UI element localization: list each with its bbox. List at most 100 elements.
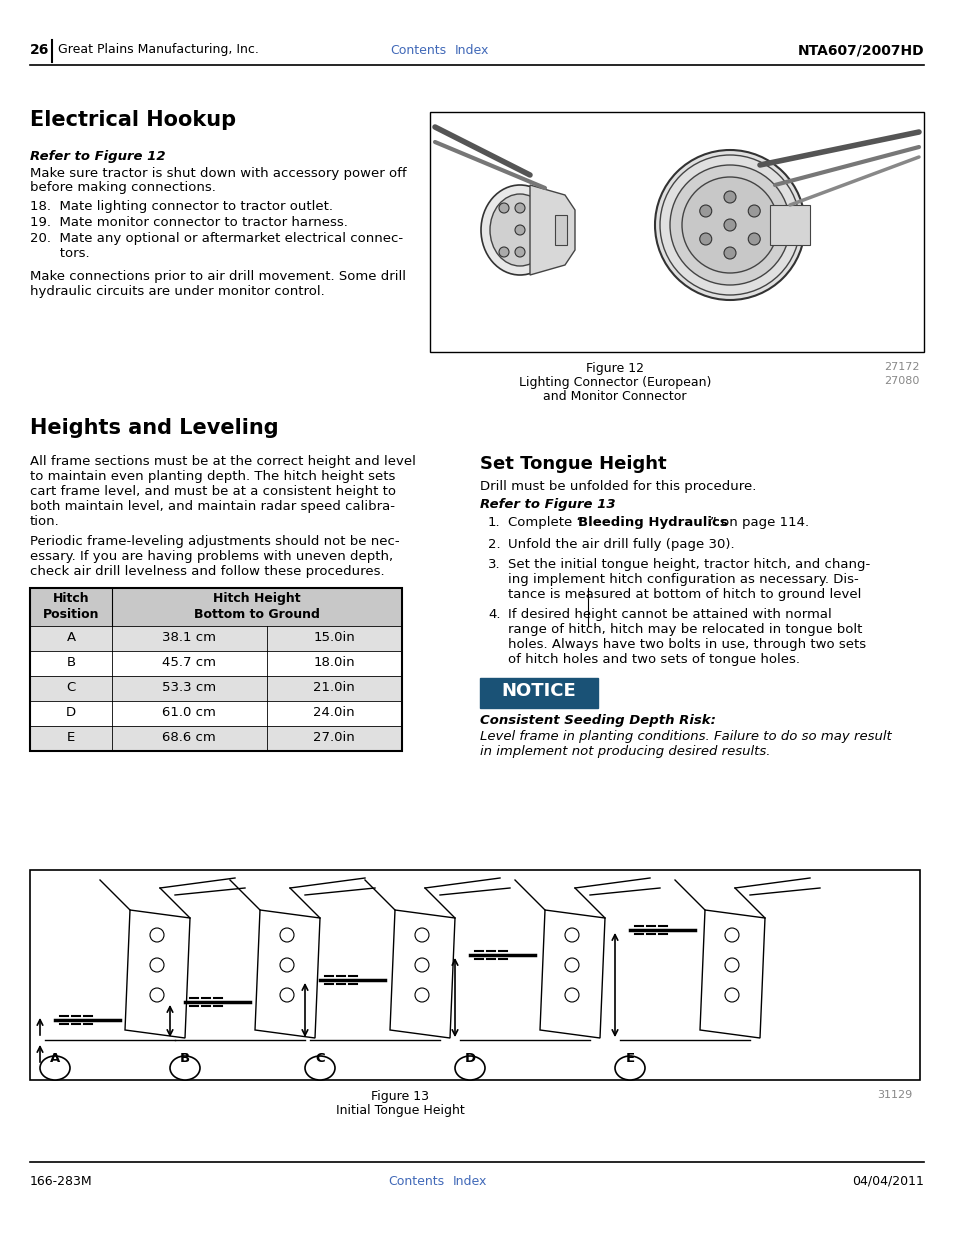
Bar <box>30 726 401 751</box>
Text: A: A <box>50 1051 60 1065</box>
Circle shape <box>723 219 735 231</box>
Circle shape <box>415 927 429 942</box>
Ellipse shape <box>615 1056 644 1079</box>
Circle shape <box>531 247 540 257</box>
Bar <box>30 626 401 651</box>
Text: Contents: Contents <box>390 43 446 57</box>
Ellipse shape <box>305 1056 335 1079</box>
Text: Drill must be unfolded for this procedure.: Drill must be unfolded for this procedur… <box>479 480 756 493</box>
Text: Figure 13: Figure 13 <box>371 1091 429 1103</box>
Text: Periodic frame-leveling adjustments should not be nec-: Periodic frame-leveling adjustments shou… <box>30 535 399 548</box>
Text: NTA607/2007HD: NTA607/2007HD <box>797 43 923 57</box>
Bar <box>555 215 566 245</box>
Text: Level frame in planting conditions. Failure to do so may result: Level frame in planting conditions. Fail… <box>479 730 891 743</box>
Text: hydraulic circuits are under monitor control.: hydraulic circuits are under monitor con… <box>30 285 324 298</box>
Circle shape <box>669 165 789 285</box>
Text: to maintain even planting depth. The hitch height sets: to maintain even planting depth. The hit… <box>30 471 395 483</box>
Text: check air drill levelness and follow these procedures.: check air drill levelness and follow the… <box>30 564 384 578</box>
Circle shape <box>659 156 800 295</box>
Text: 1.: 1. <box>488 516 500 529</box>
Text: tance is measured at bottom of hitch to ground level: tance is measured at bottom of hitch to … <box>507 588 861 601</box>
Text: Refer to Figure 12: Refer to Figure 12 <box>30 149 166 163</box>
Circle shape <box>280 927 294 942</box>
Circle shape <box>699 205 711 217</box>
Polygon shape <box>390 910 455 1037</box>
Text: Great Plains Manufacturing, Inc.: Great Plains Manufacturing, Inc. <box>58 43 258 57</box>
Text: 166-283M: 166-283M <box>30 1174 92 1188</box>
Text: 18.  Mate lighting connector to tractor outlet.: 18. Mate lighting connector to tractor o… <box>30 200 333 212</box>
Circle shape <box>515 225 524 235</box>
Circle shape <box>747 205 760 217</box>
Text: of hitch holes and two sets of tongue holes.: of hitch holes and two sets of tongue ho… <box>507 653 800 666</box>
Circle shape <box>150 958 164 972</box>
Text: All frame sections must be at the correct height and level: All frame sections must be at the correc… <box>30 454 416 468</box>
Text: 19.  Mate monitor connector to tractor harness.: 19. Mate monitor connector to tractor ha… <box>30 216 348 228</box>
Text: E: E <box>67 731 75 743</box>
Text: C: C <box>314 1051 324 1065</box>
Text: tion.: tion. <box>30 515 60 529</box>
Text: Index: Index <box>455 43 489 57</box>
Text: Refer to Figure 13: Refer to Figure 13 <box>479 498 615 511</box>
Text: ing implement hitch configuration as necessary. Dis-: ing implement hitch configuration as nec… <box>507 573 858 585</box>
Text: essary. If you are having problems with uneven depth,: essary. If you are having problems with … <box>30 550 393 563</box>
Bar <box>30 588 401 751</box>
Text: Consistent Seeding Depth Risk:: Consistent Seeding Depth Risk: <box>479 714 715 727</box>
Text: E: E <box>625 1051 634 1065</box>
Text: 61.0 cm: 61.0 cm <box>162 706 215 719</box>
Bar <box>30 651 401 676</box>
Circle shape <box>723 191 735 203</box>
Circle shape <box>681 177 778 273</box>
Text: NOTICE: NOTICE <box>501 682 576 700</box>
Text: A: A <box>67 631 75 643</box>
Text: Make sure tractor is shut down with accessory power off: Make sure tractor is shut down with acce… <box>30 167 406 180</box>
Circle shape <box>280 958 294 972</box>
Text: D: D <box>464 1051 475 1065</box>
Circle shape <box>564 927 578 942</box>
Bar <box>30 588 401 626</box>
Text: B: B <box>67 656 75 669</box>
Text: D: D <box>66 706 76 719</box>
Bar <box>30 701 401 726</box>
Polygon shape <box>530 185 575 275</box>
Text: 20.  Mate any optional or aftermarket electrical connec-: 20. Mate any optional or aftermarket ele… <box>30 232 403 245</box>
Text: in implement not producing desired results.: in implement not producing desired resul… <box>479 745 770 758</box>
Text: 26: 26 <box>30 43 50 57</box>
Circle shape <box>415 988 429 1002</box>
Text: Make connections prior to air drill movement. Some drill: Make connections prior to air drill move… <box>30 270 406 283</box>
Ellipse shape <box>170 1056 200 1079</box>
Circle shape <box>515 203 524 212</box>
Text: Initial Tongue Height: Initial Tongue Height <box>335 1104 464 1116</box>
Text: 68.6 cm: 68.6 cm <box>162 731 215 743</box>
Circle shape <box>655 149 804 300</box>
Circle shape <box>415 958 429 972</box>
Text: Set Tongue Height: Set Tongue Height <box>479 454 666 473</box>
Text: ” on page 114.: ” on page 114. <box>709 516 808 529</box>
Polygon shape <box>125 910 190 1037</box>
Text: and Monitor Connector: and Monitor Connector <box>542 390 686 403</box>
Text: tors.: tors. <box>30 247 90 261</box>
Text: Hitch Height
Bottom to Ground: Hitch Height Bottom to Ground <box>193 592 319 621</box>
Polygon shape <box>254 910 319 1037</box>
Bar <box>30 676 401 701</box>
Circle shape <box>564 988 578 1002</box>
Text: Contents: Contents <box>388 1174 444 1188</box>
Text: Heights and Leveling: Heights and Leveling <box>30 417 278 438</box>
Text: Electrical Hookup: Electrical Hookup <box>30 110 236 130</box>
Text: 27172: 27172 <box>883 362 919 372</box>
Bar <box>769 205 809 245</box>
Circle shape <box>747 233 760 245</box>
Text: If desired height cannot be attained with normal: If desired height cannot be attained wit… <box>507 608 831 621</box>
Bar <box>430 112 923 352</box>
Text: Figure 12: Figure 12 <box>585 362 643 375</box>
Text: B: B <box>180 1051 190 1065</box>
Ellipse shape <box>490 194 550 266</box>
Text: Bleeding Hydraulics: Bleeding Hydraulics <box>578 516 727 529</box>
Text: 27080: 27080 <box>883 375 919 387</box>
Ellipse shape <box>480 185 558 275</box>
Text: Lighting Connector (European): Lighting Connector (European) <box>518 375 710 389</box>
Polygon shape <box>700 910 764 1037</box>
Ellipse shape <box>40 1056 70 1079</box>
Polygon shape <box>539 910 604 1037</box>
Text: Complete “: Complete “ <box>507 516 583 529</box>
Circle shape <box>564 958 578 972</box>
